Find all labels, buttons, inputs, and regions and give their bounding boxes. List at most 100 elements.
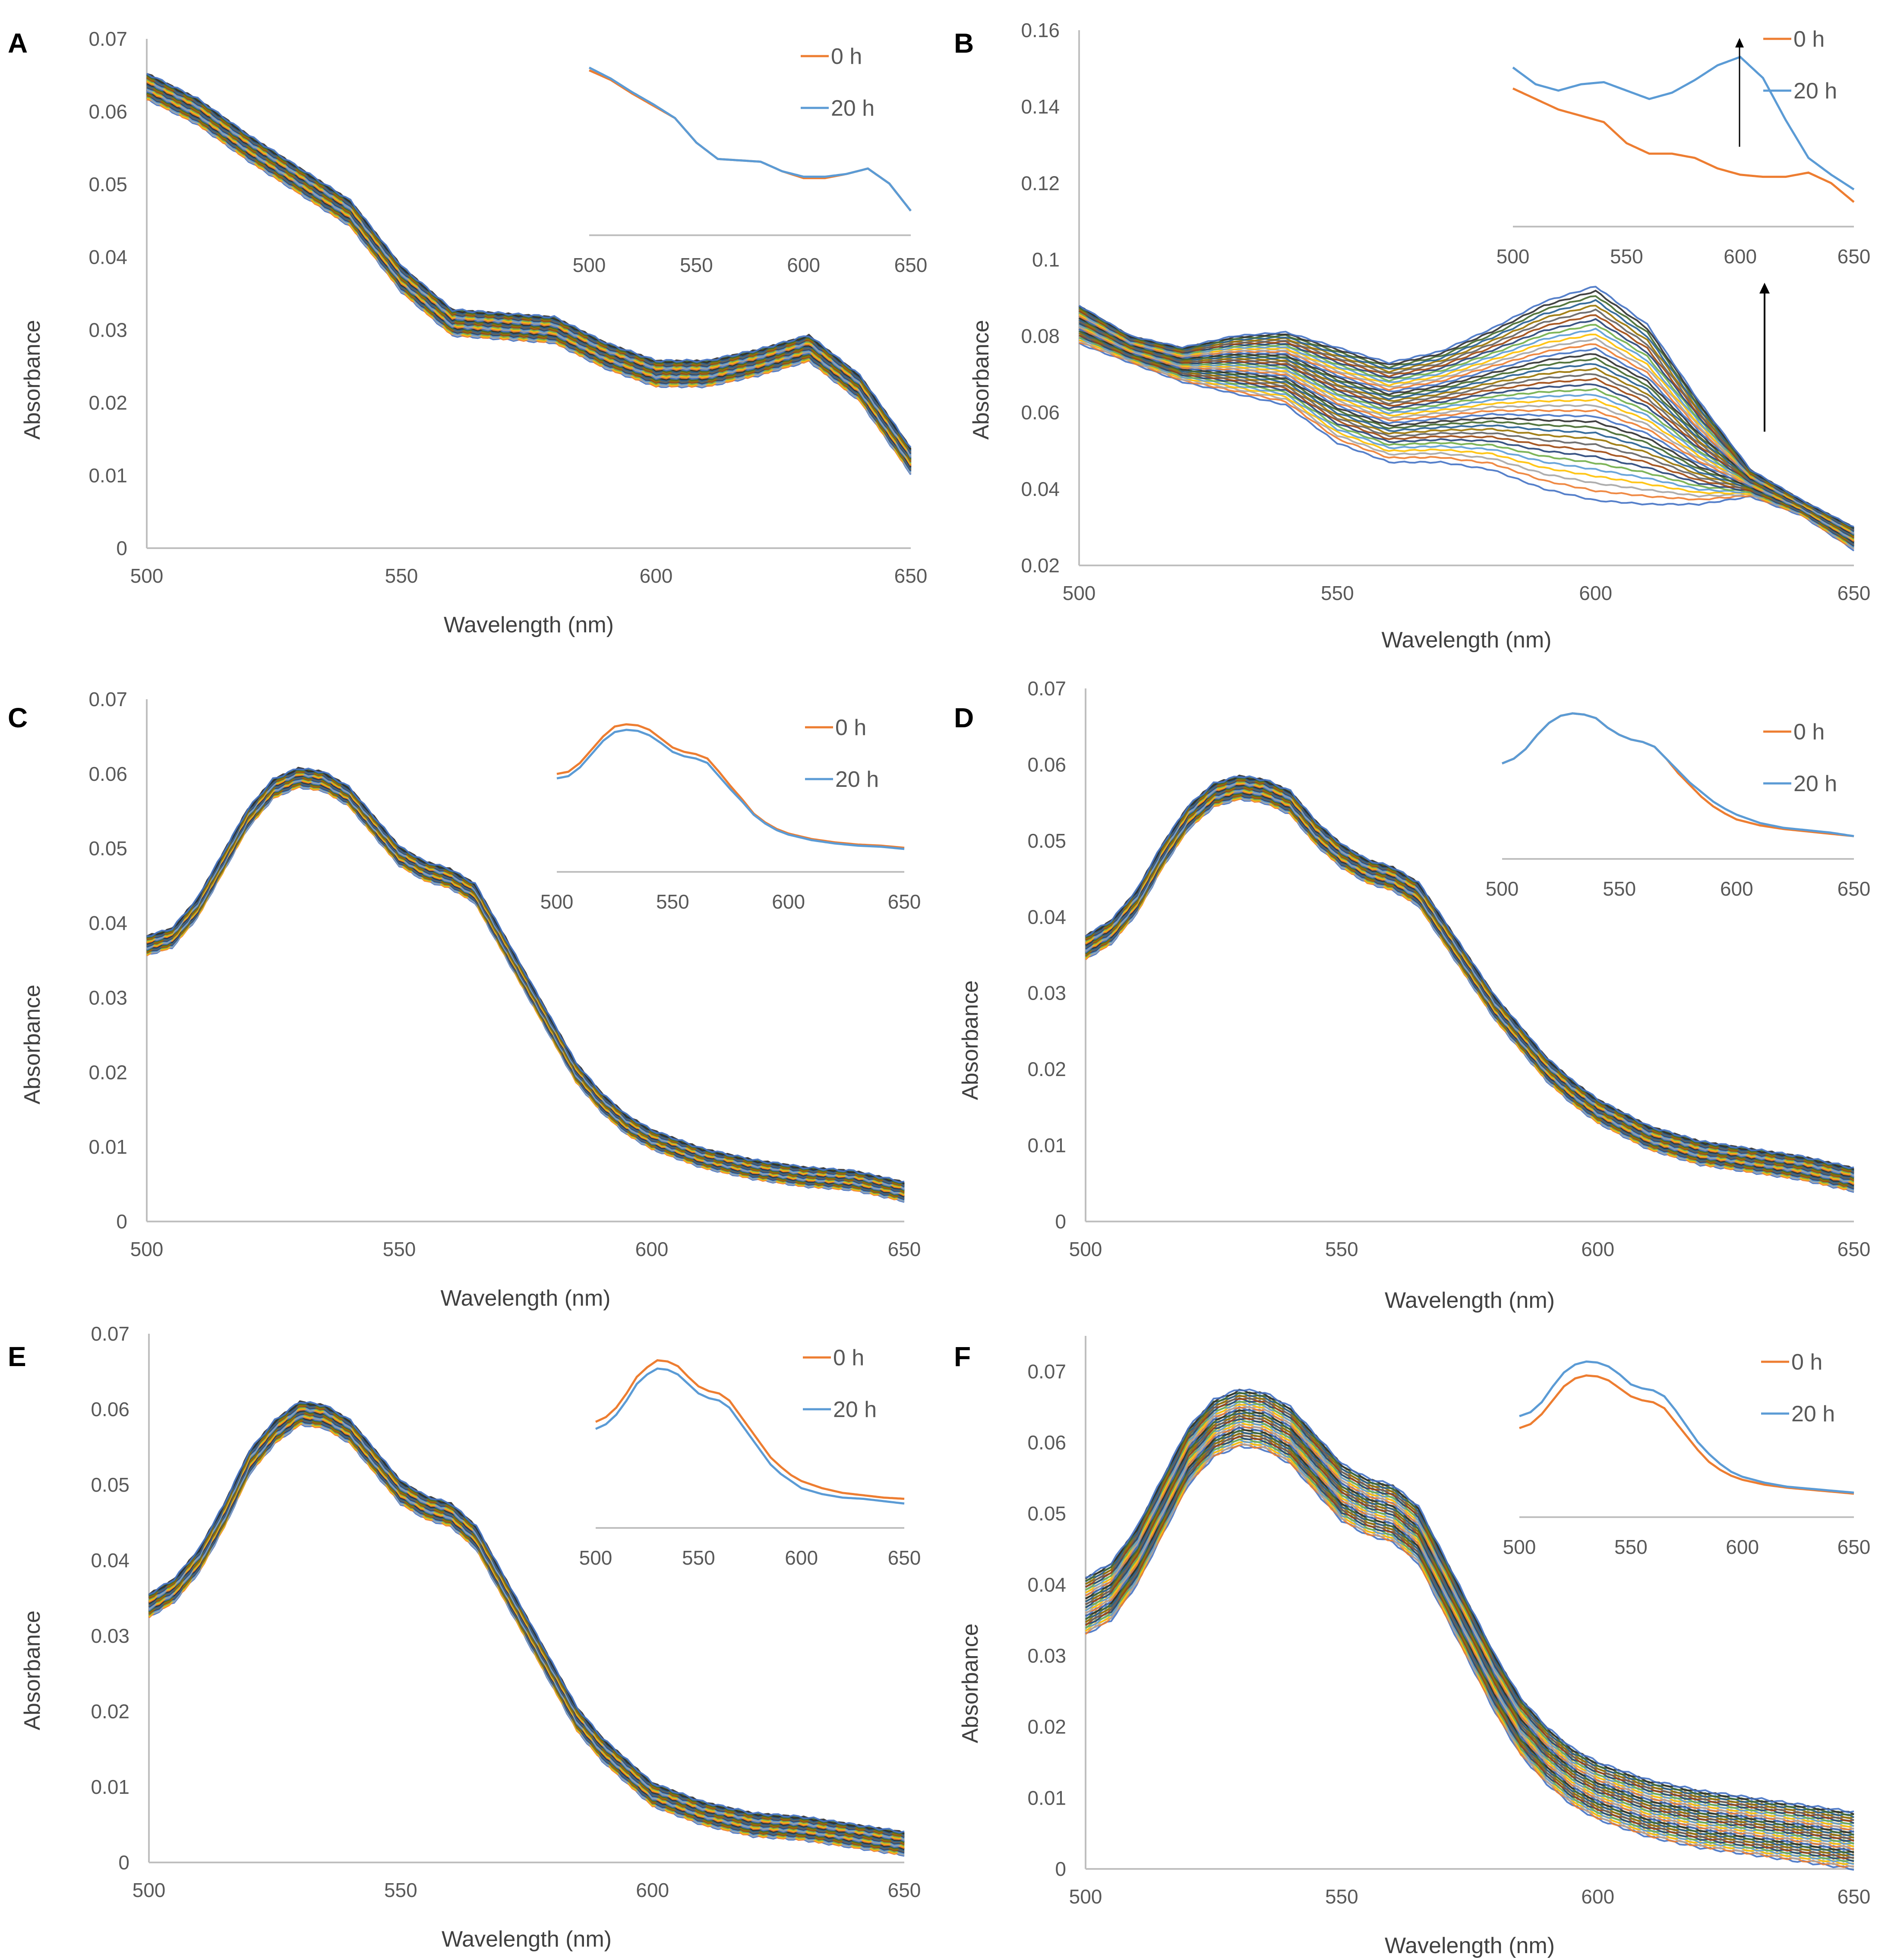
spectrum-line — [1079, 326, 1855, 542]
y-tick-label: 0.07 — [1027, 677, 1066, 700]
y-tick-label: 0.05 — [91, 1474, 129, 1496]
spectrum-line — [146, 777, 905, 1192]
y-tick-label: 0 — [1055, 1858, 1066, 1880]
spectrum-line — [1079, 337, 1854, 546]
inset-series-20h — [588, 66, 912, 211]
spectrum-line — [1085, 795, 1854, 1188]
spectrum-line — [1079, 335, 1854, 545]
y-tick-label: 0.05 — [88, 173, 127, 196]
series-bundle — [146, 767, 905, 1203]
x-tick-label: 650 — [888, 1238, 921, 1260]
spectrum-line — [146, 780, 905, 1195]
legend-label: 0 h — [1793, 27, 1825, 52]
inset-x-tick-label: 650 — [888, 1547, 921, 1569]
y-tick-label: 0.02 — [1027, 1058, 1066, 1080]
x-tick-label: 550 — [1325, 1885, 1358, 1908]
inset-x-tick-label: 650 — [894, 254, 928, 276]
y-tick-label: 0.04 — [88, 912, 127, 934]
inset-series-20h — [1519, 1360, 1854, 1494]
y-tick-label: 0.06 — [88, 101, 127, 123]
y-tick-label: 0.04 — [1027, 1573, 1066, 1596]
spectrum-line — [1079, 330, 1855, 545]
spectrum-line — [1079, 337, 1855, 548]
y-tick-label: 0.03 — [88, 319, 127, 341]
y-tick-label: 0.01 — [1027, 1786, 1066, 1809]
panel-f: F 0 0.01 0.02 0.03 0.04 0.05 0.06 0.07 500 550 600 6… — [954, 1336, 1870, 1958]
spectrum-line — [146, 768, 905, 1184]
y-tick-label: 0.05 — [1027, 830, 1066, 852]
panel-label: E — [8, 1341, 26, 1372]
spectrum-line — [1079, 299, 1855, 530]
series-bundle — [146, 73, 912, 475]
y-tick-label: 0.04 — [88, 246, 127, 268]
inset-x-tick-label: 650 — [1837, 1536, 1871, 1558]
spectrum-line — [146, 767, 905, 1184]
spectrum-line — [1079, 315, 1855, 536]
panel-label: C — [8, 702, 28, 733]
y-tick-label: 0.03 — [1027, 982, 1066, 1004]
y-tick-label: 0 — [116, 537, 127, 559]
spectrum-line — [1079, 312, 1855, 533]
inset-series-20h — [1512, 56, 1855, 191]
inset: 500 550 600 650 — [1503, 1360, 1871, 1558]
y-tick-label: 0.06 — [91, 1398, 129, 1420]
spectrum-line — [1079, 321, 1855, 539]
spectrum-line — [1079, 342, 1855, 552]
legend-label: 0 h — [831, 44, 862, 69]
inset-series-0h — [595, 1359, 905, 1500]
x-tick-label: 500 — [1063, 582, 1096, 604]
spectrum-line — [1085, 792, 1854, 1189]
spectrum-line — [1085, 791, 1854, 1185]
spectrum-line — [1085, 794, 1854, 1191]
x-axis-title: Wavelength (nm) — [1382, 628, 1552, 653]
panel-e: E 0 0.01 0.02 0.03 0.04 0.05 0.06 0.07 500 550 600 6… — [8, 1322, 921, 1952]
y-axis-title: Absorbance — [20, 1610, 45, 1730]
legend-label: 0 h — [1793, 720, 1825, 745]
inset-series-0h — [1519, 1374, 1854, 1495]
x-axis-title: Wavelength (nm) — [1385, 1933, 1555, 1958]
panel-label: A — [8, 28, 28, 59]
spectrum-line — [1079, 330, 1854, 543]
panel-b: B 0.02 0.04 0.06 0.08 0.1 0.12 0.14 0.16 500 550 60… — [954, 19, 1870, 653]
spectrum-line — [146, 74, 912, 449]
inset: 500 550 600 650 — [1497, 38, 1870, 268]
spectrum-line — [1085, 789, 1854, 1187]
y-axis-title: Absorbance — [20, 985, 45, 1105]
spectrum-line — [146, 779, 905, 1194]
spectrum-line — [1085, 788, 1854, 1181]
x-tick-label: 650 — [894, 565, 928, 587]
spectrum-line — [1085, 795, 1854, 1192]
legend-label: 20 h — [831, 96, 875, 121]
spectrum-line — [1085, 797, 1854, 1193]
spectrum-line — [1079, 308, 1855, 531]
x-axis-title: Wavelength (nm) — [441, 1286, 611, 1311]
y-tick-label: 0.02 — [91, 1700, 129, 1723]
inset-series-0h — [588, 69, 912, 211]
y-tick-label: 0.1 — [1032, 248, 1060, 271]
inset-x-tick-label: 500 — [1503, 1536, 1536, 1558]
series-bundle — [1085, 1389, 1854, 1871]
x-tick-label: 550 — [384, 1879, 417, 1901]
spectrum-line — [148, 1401, 905, 1834]
inset-x-tick-label: 500 — [540, 890, 574, 913]
inset-x-tick-label: 500 — [1486, 877, 1519, 900]
y-tick-label: 0.03 — [91, 1625, 129, 1647]
panel-label: B — [954, 28, 974, 59]
inset-legend: 0 h 20 h — [1763, 720, 1837, 796]
inset-x-tick-label: 550 — [1614, 1536, 1648, 1558]
inset-x-tick-label: 550 — [680, 254, 713, 276]
x-tick-label: 500 — [130, 565, 164, 587]
inset-legend: 0 h 20 h — [1761, 1350, 1835, 1427]
arrow-head-icon — [1759, 283, 1770, 294]
x-tick-label: 600 — [1581, 1238, 1614, 1260]
series-bundle — [1078, 286, 1855, 552]
y-tick-label: 0.02 — [88, 1061, 127, 1083]
y-tick-label: 0.04 — [1027, 906, 1066, 928]
inset: 500 550 600 650 — [1486, 712, 1870, 900]
y-axis-title: Absorbance — [969, 320, 994, 440]
x-tick-label: 500 — [133, 1879, 166, 1901]
inset: 500 550 600 650 — [540, 723, 921, 913]
spectrum-line — [1079, 339, 1855, 548]
spectrum-line — [1085, 1389, 1854, 1814]
x-tick-label: 600 — [636, 1879, 669, 1901]
